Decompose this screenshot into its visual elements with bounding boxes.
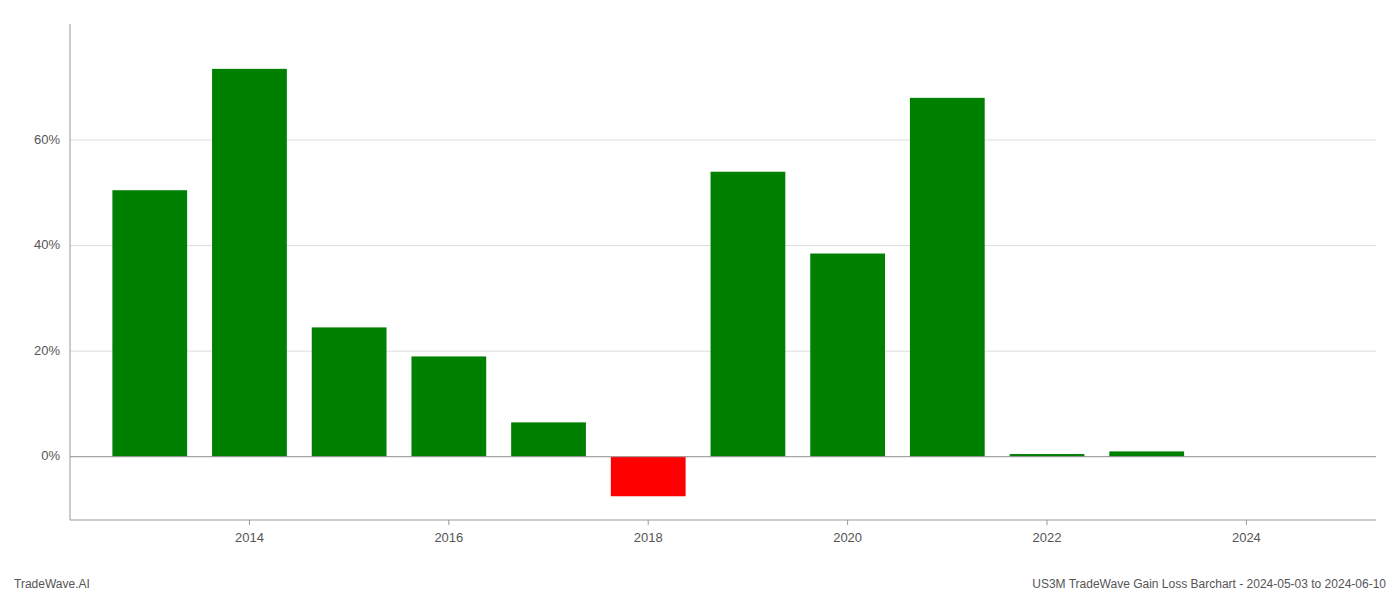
- bar: [1109, 451, 1184, 456]
- grid-line: [70, 456, 1376, 457]
- bars: [112, 69, 1184, 496]
- x-tick-label: 2016: [434, 530, 463, 545]
- bar: [611, 457, 686, 497]
- y-tick-labels: 0% 20% 40% 60%: [34, 132, 60, 464]
- zero-line: [70, 456, 1376, 457]
- x-tick-label: 2018: [634, 530, 663, 545]
- chart-container: 0% 20% 40% 60% 2014 2016 2018 2020 2022 2024 Trade…: [0, 0, 1400, 600]
- bar: [511, 422, 586, 456]
- x-ticks: 2014 2016 2018 2020 2022 2024: [235, 520, 1261, 545]
- x-tick: [1047, 520, 1048, 525]
- y-tick-label: 40%: [34, 237, 60, 252]
- y-tick-label: 60%: [34, 132, 60, 147]
- chart-svg: 0% 20% 40% 60% 2014 2016 2018 2020 2022 2024 Trade…: [0, 0, 1400, 600]
- x-tick: [249, 520, 250, 525]
- x-axis-line: [70, 520, 1376, 521]
- x-tick-label: 2024: [1232, 530, 1261, 545]
- y-axis-line: [70, 24, 71, 520]
- x-tick: [448, 520, 449, 525]
- bar: [312, 327, 387, 456]
- bar: [810, 254, 885, 457]
- x-tick-label: 2020: [833, 530, 862, 545]
- bar: [411, 356, 486, 456]
- x-tick: [847, 520, 848, 525]
- y-tick-label: 20%: [34, 343, 60, 358]
- bar: [711, 172, 786, 457]
- x-tick-label: 2022: [1033, 530, 1062, 545]
- x-tick-label: 2014: [235, 530, 264, 545]
- bar: [910, 98, 985, 457]
- background: [0, 0, 1400, 600]
- x-tick: [1246, 520, 1247, 525]
- footer-left: TradeWave.AI: [14, 577, 90, 591]
- bar: [212, 69, 287, 457]
- bar: [112, 190, 187, 456]
- y-tick-label: 0%: [41, 448, 60, 463]
- title: US3M TradeWave Gain Loss Barchart - 2024…: [1032, 577, 1386, 591]
- x-tick: [648, 520, 649, 525]
